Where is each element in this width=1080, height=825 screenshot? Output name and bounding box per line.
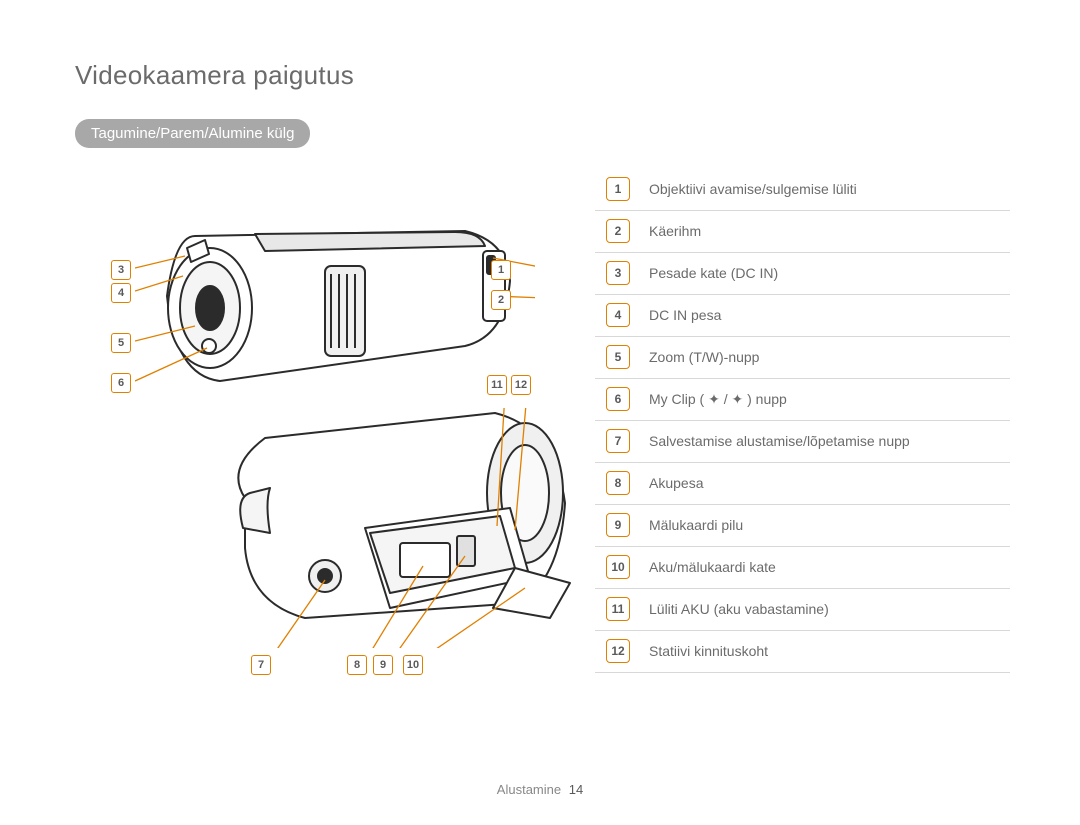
part-number-cell: 7 bbox=[595, 420, 641, 462]
part-number-box: 1 bbox=[606, 177, 630, 201]
table-row: 4 DC IN pesa bbox=[595, 294, 1010, 336]
part-label: Objektiivi avamise/sulgemise lüliti bbox=[641, 168, 1010, 210]
part-number-cell: 11 bbox=[595, 588, 641, 630]
part-number-cell: 3 bbox=[595, 252, 641, 294]
diagram-callout: 5 bbox=[111, 333, 131, 353]
table-row: 7 Salvestamise alustamise/lõpetamise nupp bbox=[595, 420, 1010, 462]
diagram-callout: 9 bbox=[373, 655, 393, 675]
part-label: Akupesa bbox=[641, 462, 1010, 504]
table-row: 3 Pesade kate (DC IN) bbox=[595, 252, 1010, 294]
table-row: 10 Aku/mälukaardi kate bbox=[595, 546, 1010, 588]
part-number-cell: 4 bbox=[595, 294, 641, 336]
table-row: 8 Akupesa bbox=[595, 462, 1010, 504]
part-label: Zoom (T/W)-nupp bbox=[641, 336, 1010, 378]
diagram-callout: 4 bbox=[111, 283, 131, 303]
part-label: DC IN pesa bbox=[641, 294, 1010, 336]
diagram-callout: 10 bbox=[403, 655, 423, 675]
part-label: Lüliti AKU (aku vabastamine) bbox=[641, 588, 1010, 630]
part-label: Salvestamise alustamise/lõpetamise nupp bbox=[641, 420, 1010, 462]
diagram-callout: 1 bbox=[491, 260, 511, 280]
part-number-cell: 6 bbox=[595, 378, 641, 420]
table-row: 12 Statiivi kinnituskoht bbox=[595, 630, 1010, 672]
parts-table-column: 1 Objektiivi avamise/sulgemise lüliti 2 Käe… bbox=[595, 168, 1010, 688]
part-number-box: 11 bbox=[606, 597, 630, 621]
diagram-callout: 8 bbox=[347, 655, 367, 675]
part-label: Käerihm bbox=[641, 210, 1010, 252]
camera-sketch-top bbox=[135, 196, 535, 406]
footer-page-number: 14 bbox=[569, 782, 583, 797]
camera-sketch-bottom bbox=[215, 408, 585, 648]
part-number-cell: 8 bbox=[595, 462, 641, 504]
table-row: 11 Lüliti AKU (aku vabastamine) bbox=[595, 588, 1010, 630]
part-number-box: 4 bbox=[606, 303, 630, 327]
part-number-cell: 2 bbox=[595, 210, 641, 252]
part-label: Mälukaardi pilu bbox=[641, 504, 1010, 546]
content-row: 123456111278910 1Objektiivi avamise/sulg… bbox=[75, 168, 1010, 688]
part-number-cell: 12 bbox=[595, 630, 641, 672]
parts-table: 1 Objektiivi avamise/sulgemise lüliti 2 Käe… bbox=[595, 168, 1010, 673]
part-number-cell: 9 bbox=[595, 504, 641, 546]
part-number-box: 2 bbox=[606, 219, 630, 243]
part-number-cell: 5 bbox=[595, 336, 641, 378]
diagram-callout: 11 bbox=[487, 375, 507, 395]
section-pill: Tagumine/Parem/Alumine külg bbox=[75, 119, 310, 148]
footer-section: Alustamine bbox=[497, 782, 561, 797]
part-number-cell: 1 bbox=[595, 168, 641, 210]
table-row: 5 Zoom (T/W)-nupp bbox=[595, 336, 1010, 378]
part-label: Aku/mälukaardi kate bbox=[641, 546, 1010, 588]
table-row: 2 Käerihm bbox=[595, 210, 1010, 252]
part-number-box: 9 bbox=[606, 513, 630, 537]
part-number-box: 12 bbox=[606, 639, 630, 663]
page-footer: Alustamine 14 bbox=[0, 782, 1080, 797]
diagram-callout: 2 bbox=[491, 290, 511, 310]
diagram-callout: 3 bbox=[111, 260, 131, 280]
part-label: Statiivi kinnituskoht bbox=[641, 630, 1010, 672]
table-row: 6 My Clip ( ✦ / ✦ ) nupp bbox=[595, 378, 1010, 420]
part-number-cell: 10 bbox=[595, 546, 641, 588]
table-row: 9 Mälukaardi pilu bbox=[595, 504, 1010, 546]
part-number-box: 10 bbox=[606, 555, 630, 579]
diagram-callout: 7 bbox=[251, 655, 271, 675]
table-row: 1 Objektiivi avamise/sulgemise lüliti bbox=[595, 168, 1010, 210]
part-number-box: 6 bbox=[606, 387, 630, 411]
diagram-callout: 6 bbox=[111, 373, 131, 393]
part-label: My Clip ( ✦ / ✦ ) nupp bbox=[641, 378, 1010, 420]
diagram-callout: 12 bbox=[511, 375, 531, 395]
part-number-box: 8 bbox=[606, 471, 630, 495]
diagram-column: 123456111278910 bbox=[75, 168, 565, 688]
part-number-box: 7 bbox=[606, 429, 630, 453]
part-number-box: 3 bbox=[606, 261, 630, 285]
page-title: Videokaamera paigutus bbox=[75, 60, 1010, 91]
part-label: Pesade kate (DC IN) bbox=[641, 252, 1010, 294]
part-number-box: 5 bbox=[606, 345, 630, 369]
